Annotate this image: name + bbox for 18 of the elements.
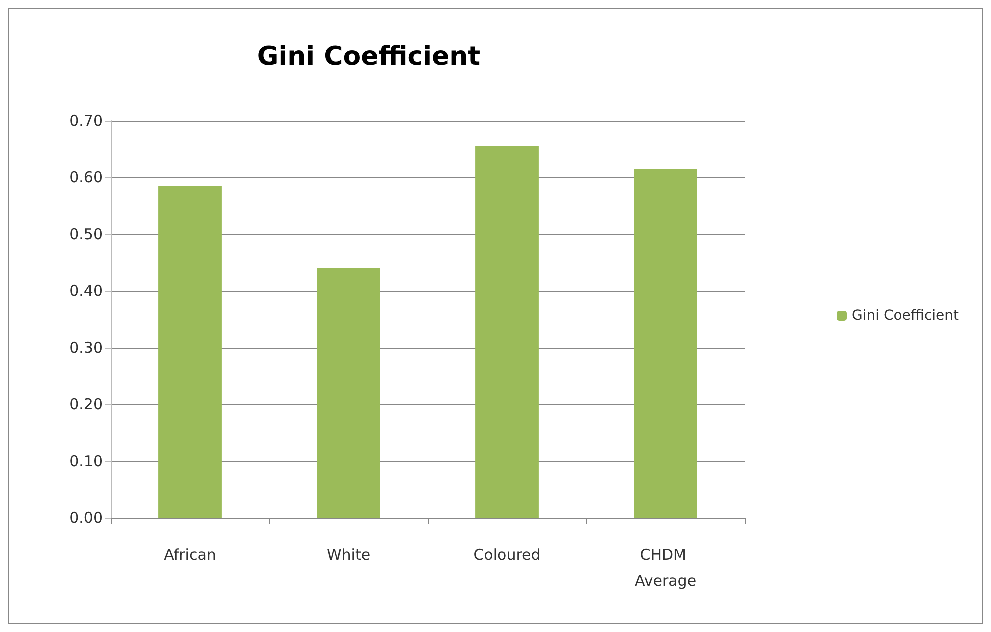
x-tick-label: White: [326, 546, 371, 564]
y-tick-label: 0.40: [70, 282, 103, 300]
bar: [317, 268, 380, 518]
y-tick-label: 0.00: [70, 509, 103, 527]
bar: [476, 146, 539, 518]
y-tick-label: 0.10: [70, 452, 103, 470]
bar: [634, 169, 698, 518]
bar: [158, 186, 222, 518]
legend-label: Gini Coefficient: [852, 308, 960, 324]
chart-title: Gini Coefficient: [257, 42, 481, 72]
x-tick-label: Coloured: [474, 546, 541, 564]
y-tick-label: 0.50: [70, 225, 103, 244]
y-tick-label: 0.70: [70, 112, 103, 130]
x-tick-label: African: [164, 546, 216, 564]
y-tick-label: 0.60: [70, 168, 103, 187]
y-tick-label: 0.30: [70, 338, 103, 357]
y-tick-label: 0.20: [70, 396, 103, 414]
x-tick-label: CHDM Average: [634, 546, 697, 590]
